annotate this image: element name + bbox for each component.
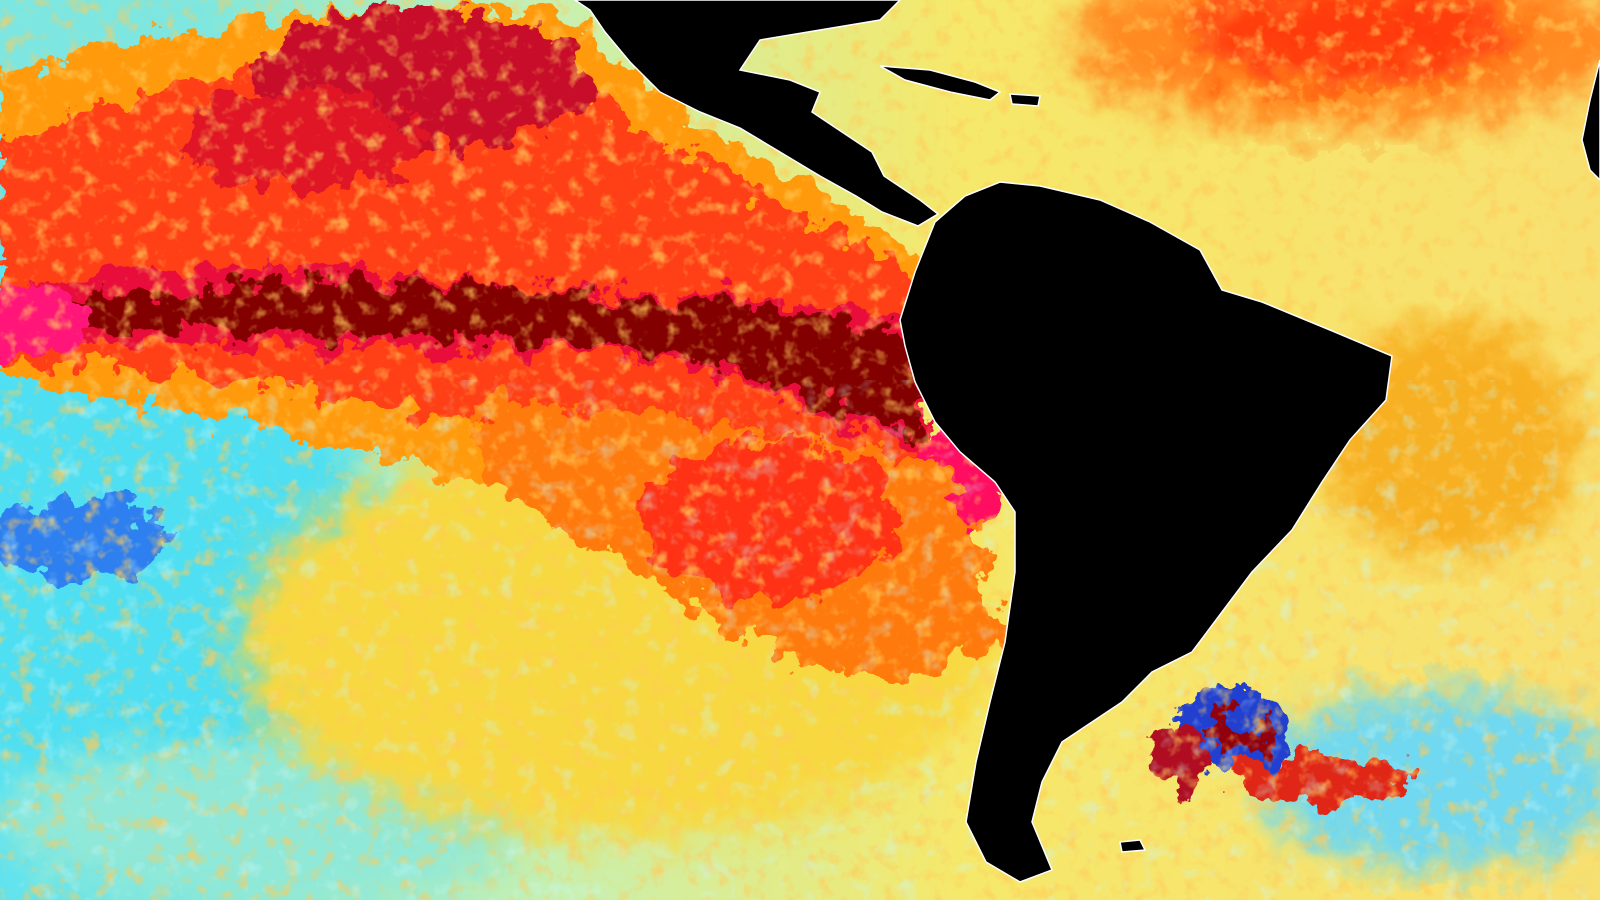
south-america xyxy=(899,181,1393,883)
north-central-america xyxy=(573,0,940,227)
texture xyxy=(0,380,1600,900)
hispaniola xyxy=(1009,93,1041,107)
east-landmass xyxy=(1581,59,1600,182)
cuba xyxy=(879,65,1002,101)
falklands xyxy=(1119,839,1147,853)
landmasses xyxy=(573,0,1600,883)
